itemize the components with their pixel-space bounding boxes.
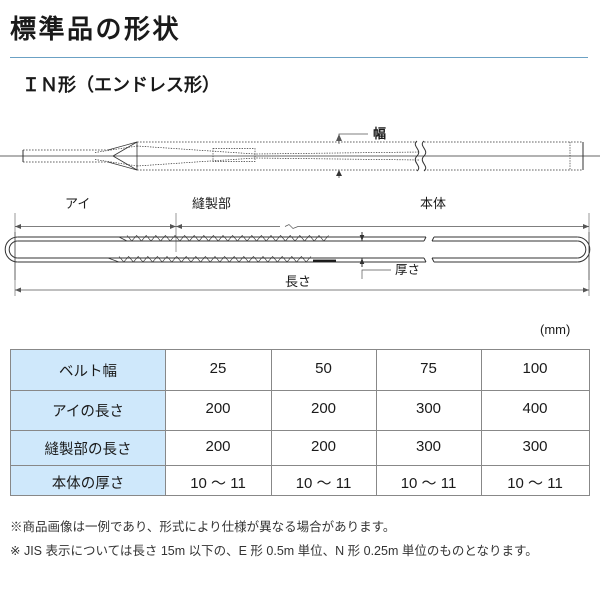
svg-text:厚さ: 厚さ — [395, 263, 420, 277]
svg-text:長さ: 長さ — [285, 274, 311, 289]
